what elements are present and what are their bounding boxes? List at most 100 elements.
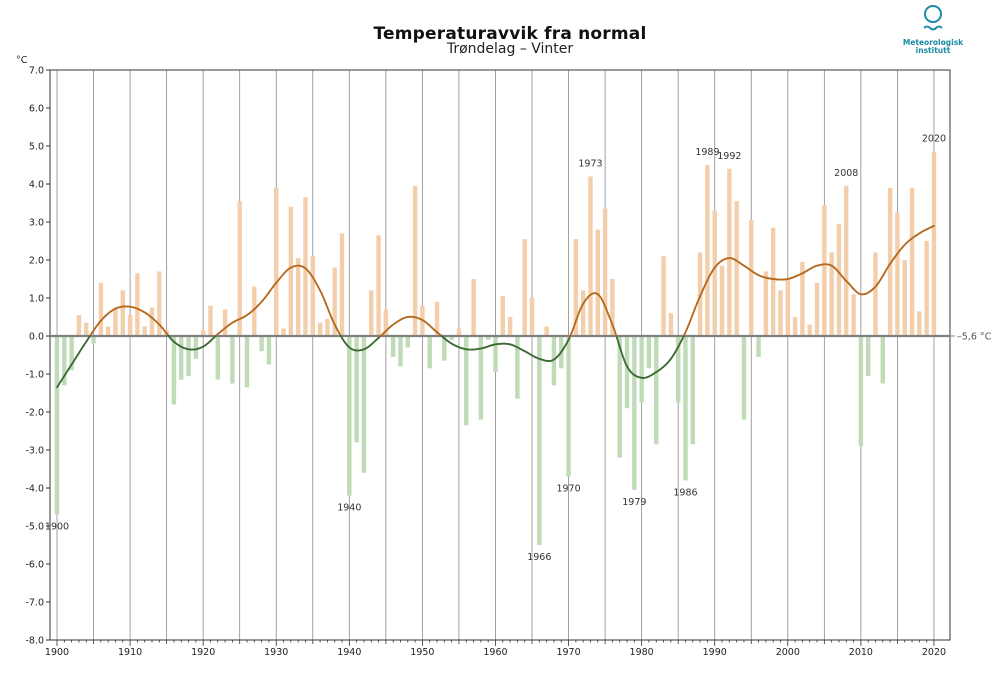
bar-1997: [763, 271, 769, 336]
annotation-1940: 1940: [337, 503, 361, 514]
bar-1942: [361, 336, 367, 473]
bar-1971: [573, 239, 579, 336]
bar-1912: [142, 326, 147, 336]
bar-1905: [91, 336, 96, 344]
bar-series: [54, 151, 937, 545]
bar-1954: [449, 336, 454, 340]
x-tick-label: 1950: [410, 647, 434, 658]
bar-1953: [442, 336, 447, 361]
y-tick-label: -1.0: [25, 370, 44, 381]
bar-1989: [705, 165, 710, 336]
bar-1968: [551, 336, 557, 386]
y-tick-label: -3.0: [25, 446, 44, 457]
bar-1984: [668, 313, 674, 336]
bar-1922: [215, 336, 220, 380]
y-axis-unit: °C: [16, 55, 28, 66]
bar-1976: [610, 279, 615, 336]
bar-1943: [369, 290, 374, 336]
annotation-1986: 1986: [673, 487, 697, 498]
x-tick-label: 1960: [483, 647, 507, 658]
bar-2006: [829, 252, 834, 336]
chart-subtitle: Trøndelag – Vinter: [446, 41, 574, 57]
bar-1970: [566, 336, 571, 477]
bar-2011: [865, 336, 871, 376]
annotation-1989: 1989: [695, 147, 719, 158]
bar-1924: [230, 336, 235, 384]
bar-1934: [303, 197, 308, 336]
bar-1939: [339, 233, 345, 336]
y-tick-label: 3.0: [29, 218, 44, 229]
y-tick-label: -5.0: [25, 522, 44, 533]
bar-1987: [690, 336, 695, 445]
chart-title: Temperaturavvik fra normal: [373, 24, 647, 44]
x-tick-label: 2020: [922, 647, 946, 658]
bar-1993: [734, 201, 739, 336]
bar-1931: [281, 328, 286, 336]
bar-1957: [471, 279, 476, 336]
normal-label: –5,6 °C: [957, 332, 992, 343]
annotation-1979: 1979: [622, 497, 646, 508]
bar-1962: [507, 317, 513, 336]
y-tick-label: -2.0: [25, 408, 44, 419]
bar-1990: [712, 210, 717, 336]
bar-1901: [62, 336, 67, 386]
bar-1958: [478, 336, 484, 420]
met-logo-text: Meteorologisk institutt: [902, 38, 964, 55]
bar-2020: [931, 151, 937, 336]
bar-1930: [274, 187, 279, 336]
y-tick-label: -8.0: [25, 636, 44, 647]
x-tick-label: 2000: [776, 647, 800, 658]
bar-1979: [632, 336, 637, 490]
bar-1919: [193, 336, 199, 359]
bar-1998: [770, 227, 776, 336]
bar-1928: [259, 336, 264, 352]
bar-1911: [135, 273, 140, 336]
annotation-1970: 1970: [556, 484, 580, 495]
bar-1913: [149, 307, 155, 336]
bar-1956: [464, 336, 469, 426]
bar-1932: [288, 206, 294, 336]
bar-1914: [157, 271, 162, 336]
bar-1910: [127, 315, 133, 336]
bar-1940: [347, 336, 352, 496]
y-tick-label: 0.0: [29, 332, 44, 343]
y-tick-label: -6.0: [25, 560, 44, 571]
bar-1909: [120, 290, 125, 336]
annotation-1992: 1992: [717, 151, 741, 162]
bar-1935: [310, 256, 315, 336]
bar-1906: [98, 282, 104, 336]
bar-1916: [171, 336, 177, 405]
trend-line: [56, 224, 935, 389]
bar-1951: [427, 336, 432, 369]
bar-1994: [741, 336, 747, 420]
bar-1983: [661, 256, 666, 336]
bar-1978: [624, 336, 630, 409]
bar-1920: [200, 330, 206, 336]
y-tick-label: 7.0: [29, 66, 44, 77]
met-logo: Meteorologisk institutt: [898, 4, 968, 55]
bar-1996: [756, 336, 761, 357]
y-tick-label: -7.0: [25, 598, 44, 609]
bar-1967: [544, 326, 549, 336]
bar-1992: [727, 168, 732, 336]
bar-1985: [675, 336, 681, 403]
bar-1926: [244, 336, 250, 388]
bar-1929: [266, 336, 272, 365]
bar-1977: [617, 336, 622, 458]
bar-1921: [208, 305, 213, 336]
x-tick-label: 1990: [703, 647, 727, 658]
bar-1949: [412, 185, 418, 336]
bar-1982: [654, 336, 659, 445]
bar-2018: [917, 311, 922, 336]
annotation-1900: 1900: [45, 522, 69, 533]
bar-1936: [317, 322, 323, 336]
bar-2000: [785, 279, 790, 336]
bar-1902: [69, 336, 74, 371]
bar-2017: [909, 187, 915, 336]
bar-2005: [822, 204, 827, 336]
bar-1917: [179, 336, 184, 380]
bar-1991: [719, 265, 725, 336]
bar-1923: [222, 309, 228, 336]
bar-1964: [522, 239, 527, 336]
